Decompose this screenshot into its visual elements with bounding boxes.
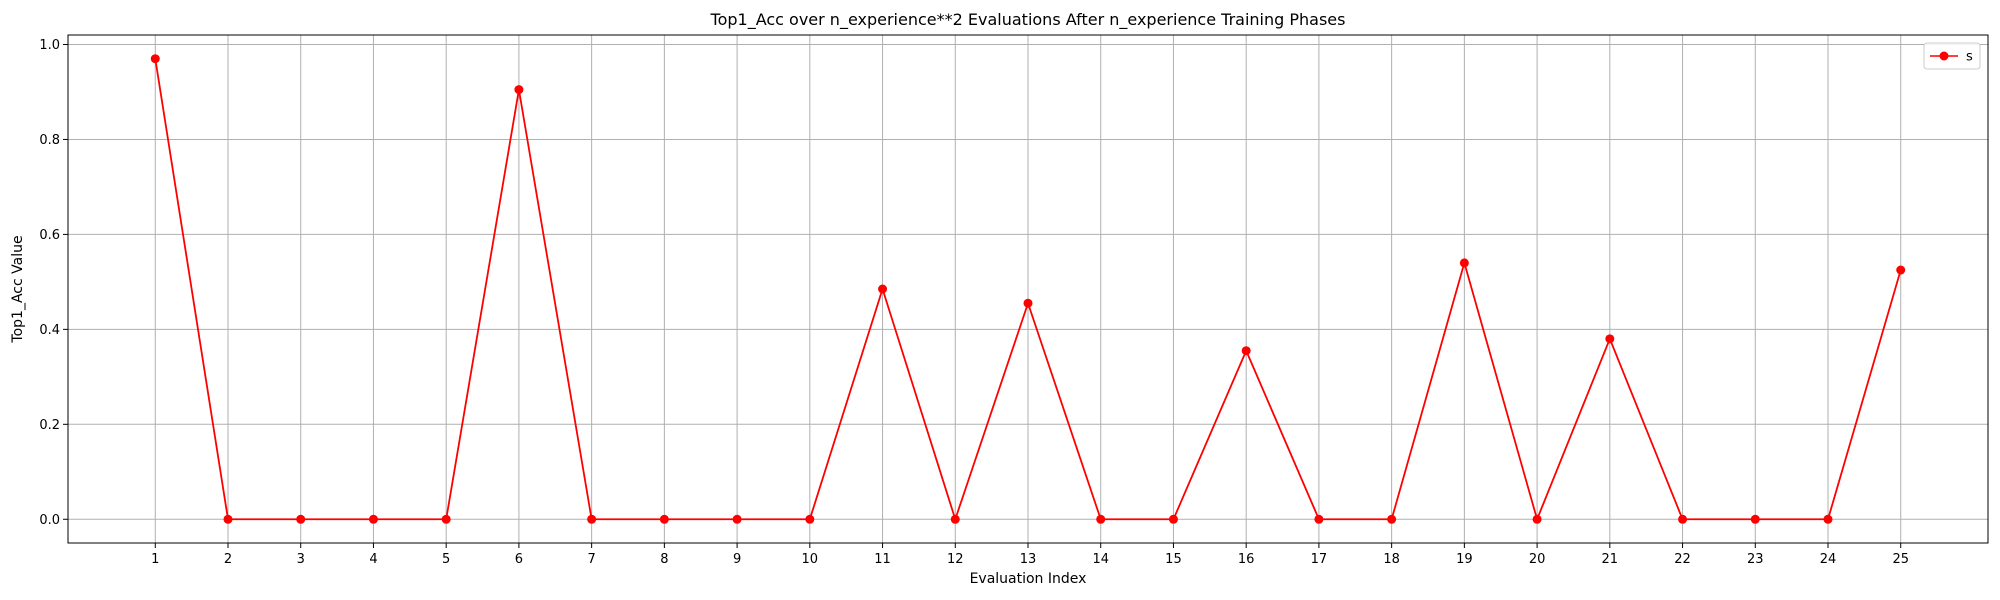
- y-axis-ticks: 0.0 0.2 0.4 0.6 0.8 1.0: [39, 38, 68, 528]
- x-tick-label: 8: [660, 552, 668, 567]
- x-tick-label: 18: [1383, 552, 1400, 567]
- data-point: [1605, 334, 1615, 344]
- x-tick-label: 1: [151, 552, 159, 567]
- data-point: [1387, 514, 1397, 524]
- x-tick-label: 9: [733, 552, 741, 567]
- x-tick-label: 2: [224, 552, 232, 567]
- x-tick-label: 23: [1747, 552, 1764, 567]
- x-tick-label: 10: [802, 552, 819, 567]
- x-tick-label: 14: [1092, 552, 1109, 567]
- y-tick-label: 1.0: [39, 38, 60, 53]
- x-tick-label: 24: [1820, 552, 1837, 567]
- x-tick-label: 20: [1529, 552, 1546, 567]
- x-tick-label: 16: [1238, 552, 1255, 567]
- data-point: [805, 514, 815, 524]
- x-tick-label: 22: [1674, 552, 1691, 567]
- x-tick-label: 4: [369, 552, 377, 567]
- data-point: [1896, 265, 1906, 275]
- data-point: [1750, 514, 1760, 524]
- data-point: [587, 514, 597, 524]
- data-point: [1314, 514, 1324, 524]
- x-tick-label: 3: [297, 552, 305, 567]
- data-point: [732, 514, 742, 524]
- y-tick-label: 0.6: [39, 228, 60, 243]
- legend: s: [1923, 42, 1981, 70]
- data-point: [878, 284, 888, 294]
- data-point: [1823, 514, 1833, 524]
- data-point: [514, 85, 524, 95]
- grid: [68, 35, 1988, 543]
- data-point: [659, 514, 669, 524]
- data-point: [441, 514, 451, 524]
- data-point: [950, 514, 960, 524]
- legend-label: s: [1966, 50, 1973, 65]
- y-tick-label: 0.2: [39, 418, 60, 433]
- data-point: [150, 54, 160, 64]
- x-tick-label: 7: [587, 552, 595, 567]
- legend-marker-sample: [1939, 51, 1949, 61]
- y-axis-label: Top1_Acc Value: [10, 235, 26, 343]
- data-point: [296, 514, 306, 524]
- chart-title: Top1_Acc over n_experience**2 Evaluation…: [710, 10, 1346, 30]
- data-point: [368, 514, 378, 524]
- x-tick-label: 5: [442, 552, 450, 567]
- data-point: [1241, 346, 1251, 356]
- y-tick-label: 0.8: [39, 133, 60, 148]
- series-layer: [150, 54, 1906, 524]
- x-tick-label: 6: [515, 552, 523, 567]
- data-point: [1168, 514, 1178, 524]
- data-point: [223, 514, 233, 524]
- data-point: [1459, 258, 1469, 268]
- data-point: [1678, 514, 1688, 524]
- y-tick-label: 0.0: [39, 513, 60, 528]
- x-tick-label: 25: [1892, 552, 1909, 567]
- x-axis-ticks: 1 2 3 4 5 6 7 8 9 10 11 12 13 14 15 16 17 18 19 20 21 22 23 24 2…: [151, 543, 1909, 567]
- y-tick-label: 0.4: [39, 323, 60, 338]
- data-point: [1023, 298, 1033, 308]
- x-axis-label: Evaluation Index: [970, 571, 1087, 587]
- x-tick-label: 21: [1602, 552, 1619, 567]
- x-tick-label: 13: [1020, 552, 1037, 567]
- x-tick-label: 11: [874, 552, 891, 567]
- x-tick-label: 12: [947, 552, 964, 567]
- data-point: [1532, 514, 1542, 524]
- x-tick-label: 19: [1456, 552, 1473, 567]
- x-tick-label: 15: [1165, 552, 1182, 567]
- data-point: [1096, 514, 1106, 524]
- x-tick-label: 17: [1311, 552, 1328, 567]
